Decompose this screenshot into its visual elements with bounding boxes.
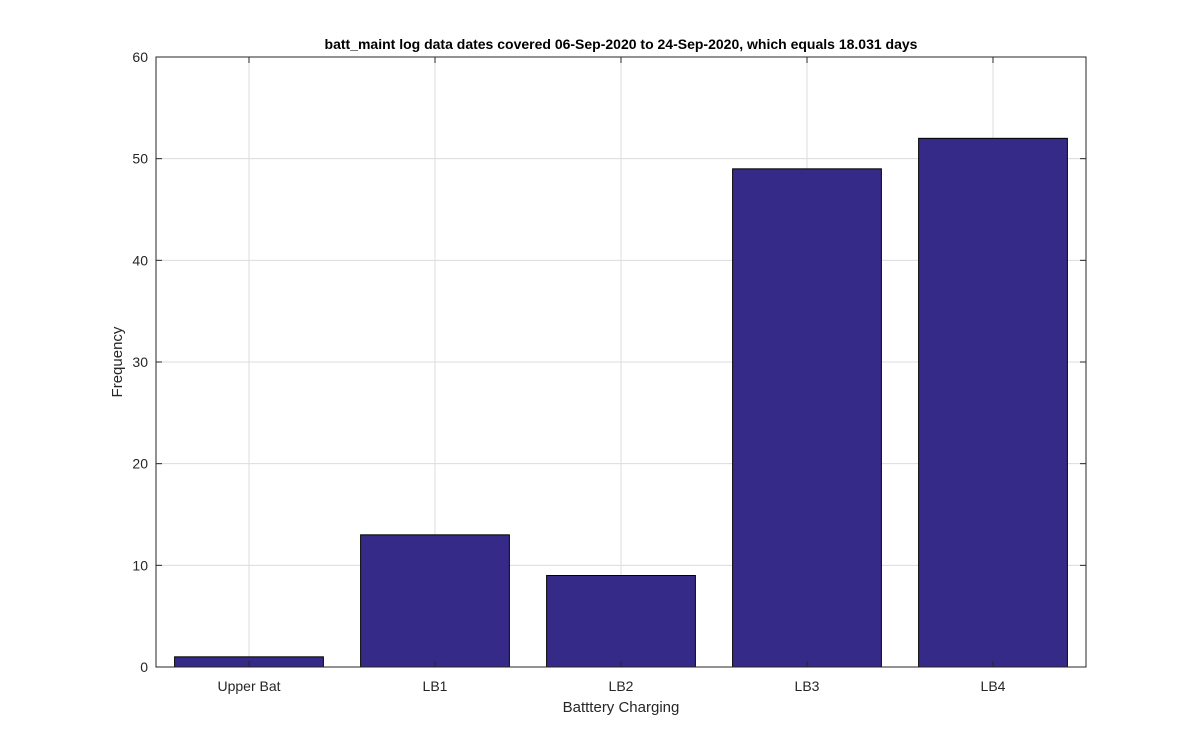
bar-lb4	[918, 137, 1068, 668]
bar-lb2	[546, 575, 696, 668]
x-axis-title: Batttery Charging	[563, 699, 680, 716]
y-tick-label: 50	[132, 151, 148, 167]
bar-lb1	[360, 534, 510, 668]
y-tick-label: 60	[132, 49, 148, 65]
x-tick-label: LB3	[795, 678, 820, 694]
x-tick-label: LB1	[423, 678, 448, 694]
x-tick-label: LB2	[609, 678, 634, 694]
chart-title: batt_maint log data dates covered 06-Sep…	[325, 36, 918, 52]
x-tick-label: Upper Bat	[217, 678, 280, 694]
axis-ticks	[156, 56, 1086, 668]
y-tick-label: 40	[132, 252, 148, 268]
bars	[174, 137, 1068, 668]
x-tick-label: LB4	[981, 678, 1006, 694]
y-axis-title: Frequency	[109, 326, 126, 397]
y-tick-label: 0	[140, 659, 148, 675]
y-tick-labels: 0 10 20 30 40 50 60	[132, 49, 148, 675]
y-tick-label: 20	[132, 456, 148, 472]
y-tick-label: 30	[132, 354, 148, 370]
y-tick-label: 10	[132, 557, 148, 573]
x-tick-labels: Upper Bat LB1 LB2 LB3 LB4	[217, 678, 1005, 694]
bar-lb3	[732, 168, 882, 668]
